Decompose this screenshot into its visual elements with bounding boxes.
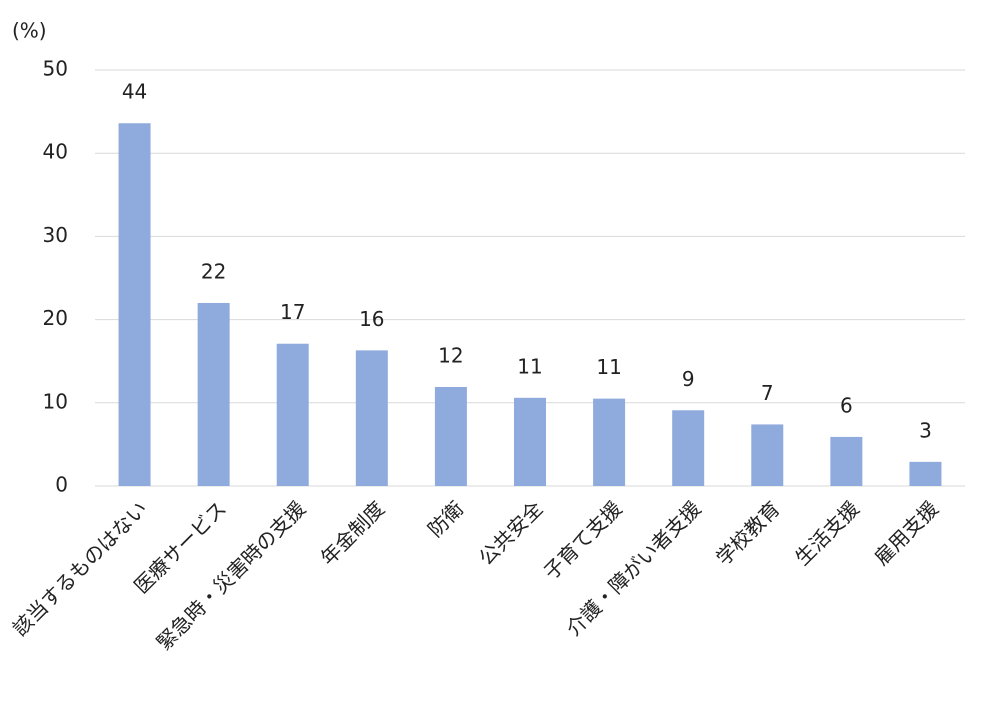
y-tick-label: 40: [43, 140, 68, 164]
value-label: 44: [122, 80, 147, 104]
bar: [276, 343, 309, 486]
y-tick-label: 30: [43, 223, 68, 247]
value-label: 11: [517, 354, 542, 378]
value-label: 12: [438, 343, 463, 367]
value-label: 17: [280, 300, 305, 324]
y-tick-label: 10: [43, 389, 68, 413]
value-label: 3: [919, 418, 932, 442]
x-tick-label: 生活支援: [790, 496, 864, 570]
bar: [197, 302, 230, 486]
bar: [593, 398, 626, 486]
bar: [355, 350, 388, 486]
x-tick-label: 公共安全: [474, 496, 548, 570]
bar: [118, 123, 151, 487]
x-tick-label: 緊急時・災害時の支援: [152, 496, 310, 654]
y-tick-label: 50: [43, 57, 68, 81]
x-tick-label: 学校教育: [711, 496, 785, 570]
y-axis-label: (%): [12, 19, 47, 43]
value-label: 11: [596, 355, 621, 379]
bar: [672, 410, 705, 486]
x-tick-label: 該当するものはない: [8, 496, 152, 640]
y-tick-label: 0: [55, 473, 68, 497]
x-tick-label: 雇用支援: [869, 496, 943, 570]
x-tick-label: 介護・障がい者支援: [561, 496, 705, 640]
x-tick-label: 年金制度: [316, 496, 390, 570]
value-label: 16: [359, 307, 384, 331]
bar: [909, 461, 942, 486]
value-label: 22: [201, 259, 226, 283]
value-label: 7: [761, 381, 774, 405]
value-label: 6: [840, 393, 853, 417]
y-tick-label: 20: [43, 306, 68, 330]
bar: [434, 386, 467, 486]
value-label: 9: [682, 367, 695, 391]
x-tick-label: 防衛: [423, 496, 468, 541]
bar: [514, 397, 546, 486]
bar: [830, 436, 863, 486]
bar: [751, 424, 784, 486]
